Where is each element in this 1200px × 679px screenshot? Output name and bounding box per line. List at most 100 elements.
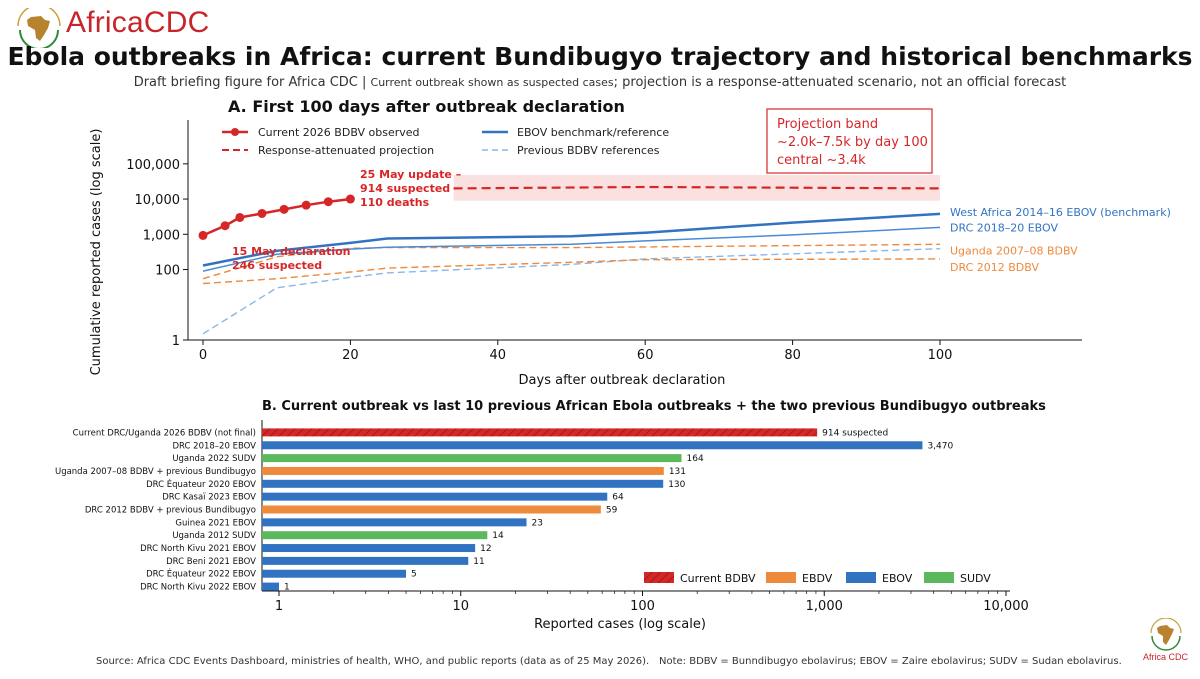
bar-value-label: 5 — [411, 570, 417, 580]
subtitle-lead: Draft briefing figure for Africa CDC | — [133, 75, 371, 90]
legend-swatch — [846, 572, 876, 583]
band-callout-line2: ~2.0k–7.5k by day 100 — [777, 135, 928, 150]
chart-a-x-tick-label: 80 — [784, 348, 801, 363]
legend-label: Current BDBV — [680, 572, 756, 585]
bar-category-label: DRC North Kivu 2021 EBOV — [140, 544, 256, 554]
legend-label: EBOV — [882, 572, 913, 585]
bar-category-label: Uganda 2022 SUDV — [172, 454, 256, 464]
observed-point — [198, 230, 208, 240]
brand-name: AfricaCDC — [66, 6, 210, 39]
subtitle-highlight: Current outbreak shown as suspected case… — [370, 76, 614, 89]
observed-point — [279, 204, 289, 214]
bar-category-label: DRC North Kivu 2022 EBOV — [140, 583, 256, 593]
chart-a-y-tick-label: 100 — [155, 264, 180, 279]
bar-value-label: 914 suspected — [822, 428, 888, 438]
bar-value-label: 23 — [531, 518, 542, 528]
observed-point — [220, 221, 230, 231]
chart-a-x-tick-label: 100 — [928, 348, 953, 363]
label-drc-2018: DRC 2018–20 EBOV — [950, 221, 1058, 234]
legend-swatch — [644, 572, 674, 583]
observed-point — [345, 194, 355, 204]
legend-projection: Response-attenuated projection — [258, 144, 434, 157]
africa-cdc-logo-icon — [17, 8, 61, 48]
bar — [262, 544, 476, 553]
chart-a-y-tick-label: 10,000 — [135, 193, 181, 208]
observed-point — [257, 208, 267, 218]
series-line-response-attenuated-projection — [453, 185, 941, 190]
bar-value-label: 131 — [669, 467, 686, 477]
chart-b-x-tick-label: 100 — [630, 599, 655, 614]
bar-category-label: Current DRC/Uganda 2026 BDBV (not final) — [73, 428, 256, 438]
legend-label: SUDV — [960, 572, 991, 585]
chart-a-y-tick-label: 1 — [172, 334, 180, 349]
chart-a-x-tick-label: 40 — [490, 348, 507, 363]
series-line-previous-bdbv-reference — [202, 248, 941, 335]
legend-swatch — [924, 572, 954, 583]
bar-category-label: Uganda 2012 SUDV — [172, 531, 256, 541]
bar-category-label: DRC 2012 BDBV + previous Bundibugyo — [85, 506, 256, 516]
bar-chart-panel-b: B. Current outbreak vs last 10 previous … — [55, 399, 1046, 632]
label-west-africa: West Africa 2014–16 EBOV (benchmark) — [950, 206, 1171, 219]
update-annotation-line3: 110 deaths — [360, 196, 430, 209]
label-drc-2012: DRC 2012 BDBV — [950, 261, 1039, 274]
page-title: Ebola outbreaks in Africa: current Bundi… — [7, 42, 1193, 71]
bar — [262, 556, 469, 565]
observed-point — [323, 197, 333, 207]
bar — [262, 518, 527, 527]
chart-b-x-tick-label: 1,000 — [806, 599, 843, 614]
bar-category-label: DRC Équateur 2020 EBOV — [146, 478, 256, 490]
bar — [262, 505, 601, 514]
bar-value-label: 11 — [473, 557, 484, 567]
bar-category-label: DRC Beni 2021 EBOV — [166, 557, 256, 567]
corner-logo-text: Africa CDC — [1143, 652, 1189, 662]
chart-a-y-label: Cumulative reported cases (log scale) — [89, 129, 104, 376]
bar — [262, 428, 818, 437]
bar-value-label: 64 — [612, 493, 624, 503]
legend-observed: Current 2026 BDBV observed — [258, 126, 420, 139]
bar-category-label: DRC Kasaï 2023 EBOV — [162, 493, 256, 503]
bar-value-label: 12 — [480, 544, 491, 554]
chart-b-x-label: Reported cases (log scale) — [534, 617, 706, 632]
observed-point — [301, 200, 311, 210]
declaration-annotation-line2: 246 suspected — [232, 259, 322, 272]
bar — [262, 441, 923, 450]
corner-logo-icon — [1150, 618, 1182, 651]
series-line-drc-2018-20-ebov — [202, 226, 941, 272]
bar — [262, 531, 488, 540]
bar — [262, 454, 682, 463]
projection-band-callout: Projection band ~2.0k–7.5k by day 100 ce… — [766, 108, 933, 174]
bar-category-label: DRC 2018–20 EBOV — [173, 441, 257, 451]
bar-value-label: 130 — [668, 480, 685, 490]
bar-category-label: Guinea 2021 EBOV — [175, 518, 256, 528]
band-callout-line1: Projection band — [777, 117, 878, 132]
legend-swatch — [766, 572, 796, 583]
bar-value-label: 59 — [606, 506, 618, 516]
bar-value-label: 164 — [687, 454, 704, 464]
label-uganda-2007: Uganda 2007–08 BDBV — [950, 244, 1078, 257]
legend-ebov-benchmark: EBOV benchmark/reference — [517, 126, 669, 139]
subtitle-tail: ; projection is a response-attenuated sc… — [613, 75, 1067, 90]
bar — [262, 479, 664, 488]
legend-previous-bdbv: Previous BDBV references — [517, 144, 660, 157]
chart-a-y-tick-label: 1,000 — [143, 228, 180, 243]
update-annotation-line2: 914 suspected — [360, 182, 450, 195]
bar-value-label: 3,470 — [927, 441, 953, 451]
chart-a-title: A. First 100 days after outbreak declara… — [228, 97, 625, 116]
observed-point — [235, 212, 245, 222]
chart-b-x-tick-label: 10,000 — [983, 599, 1029, 614]
chart-b-x-tick-label: 1 — [275, 599, 283, 614]
chart-a-x-tick-label: 60 — [637, 348, 654, 363]
page-subtitle: Draft briefing figure for Africa CDC | C… — [0, 75, 1200, 90]
chart-a-x-tick-label: 20 — [342, 348, 359, 363]
series-line-drc-2012-bdbv — [202, 258, 941, 285]
bar-category-label: DRC Équateur 2022 EBOV — [146, 568, 256, 580]
chart-a-x-label: Days after outbreak declaration — [519, 373, 726, 388]
legend-label: EBDV — [802, 572, 833, 585]
update-annotation-line1: 25 May update – — [360, 168, 461, 181]
footer-note: Note: BDBV = Bunndibugyo ebolavirus; EBO… — [659, 656, 1122, 667]
chart-a-x-tick-label: 0 — [199, 348, 207, 363]
footer-source: Source: Africa CDC Events Dashboard, min… — [96, 656, 650, 667]
chart-b-x-tick-label: 10 — [452, 599, 469, 614]
bar-value-label: 1 — [284, 583, 290, 593]
chart-a-y-tick-label: 100,000 — [126, 158, 180, 173]
